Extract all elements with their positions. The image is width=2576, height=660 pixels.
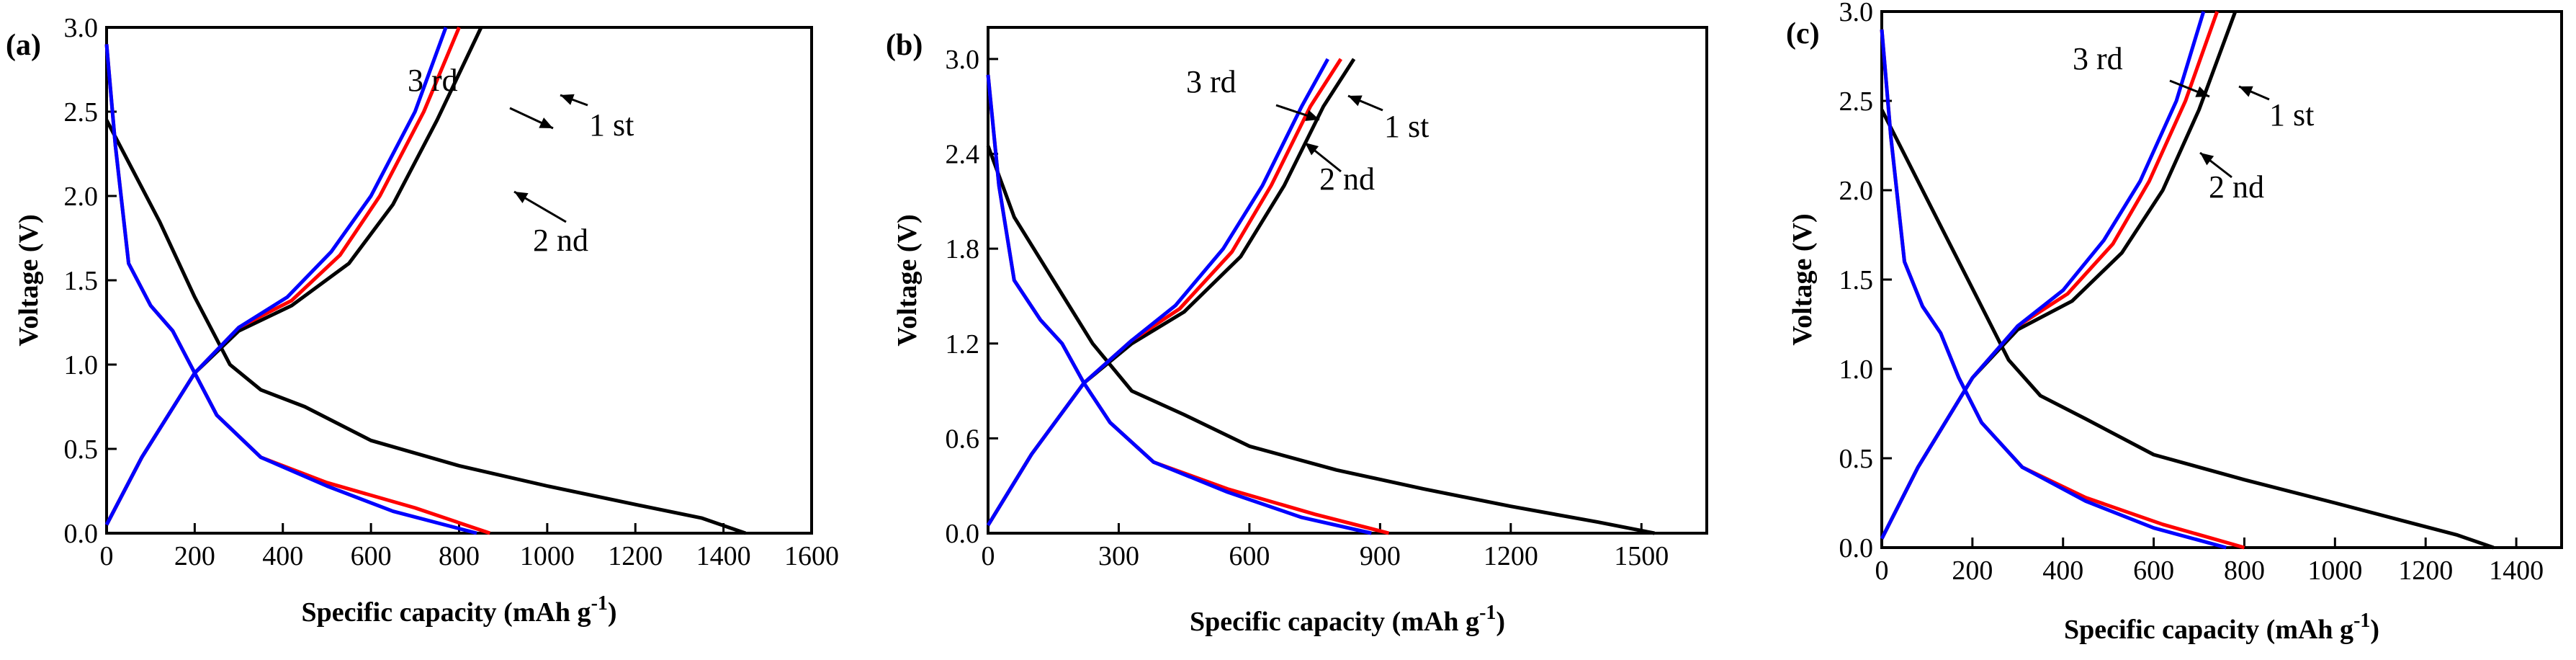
annotation-3rd: 3 rd bbox=[1186, 64, 1237, 99]
x-tick-label: 200 bbox=[174, 541, 215, 571]
annotation-arrow-2nd-head bbox=[2200, 153, 2214, 166]
x-tick-label: 800 bbox=[439, 541, 480, 571]
y-tick-label: 0.0 bbox=[946, 519, 980, 549]
annotation-3rd: 3 rd bbox=[408, 63, 458, 98]
y-tick-label: 0.6 bbox=[946, 424, 980, 454]
y-tick-label: 1.2 bbox=[946, 329, 980, 360]
y-tick-label: 3.0 bbox=[64, 13, 99, 43]
y-tick-label: 2.5 bbox=[1839, 86, 1874, 117]
y-tick-label: 1.5 bbox=[1839, 265, 1874, 295]
y-tick-label: 0.5 bbox=[1839, 444, 1874, 474]
annotation-arrow-2nd-head bbox=[1305, 143, 1319, 156]
x-tick-label: 800 bbox=[2224, 556, 2265, 586]
x-tick-label: 1200 bbox=[1484, 541, 1538, 571]
y-tick-label: 3.0 bbox=[946, 45, 980, 75]
y-tick-label: 2.4 bbox=[946, 140, 980, 170]
y-tick-label: 1.5 bbox=[64, 266, 99, 296]
annotation-2nd: 2 nd bbox=[2209, 169, 2264, 205]
annotation-2nd: 2 nd bbox=[1319, 161, 1375, 197]
x-tick-label: 0 bbox=[982, 541, 995, 571]
x-axis-label: Specific capacity (mAh g-1) bbox=[2064, 610, 2379, 645]
annotation-arrow-3rd-head bbox=[2195, 86, 2209, 97]
x-tick-label: 600 bbox=[351, 541, 392, 571]
x-tick-label: 1600 bbox=[784, 541, 839, 571]
x-tick-label: 200 bbox=[1952, 556, 1993, 586]
y-tick-label: 2.5 bbox=[64, 97, 99, 128]
y-axis-label: Voltage (V) bbox=[892, 214, 923, 346]
series-line bbox=[104, 119, 747, 535]
y-tick-label: 0.0 bbox=[64, 519, 99, 549]
annotation-arrow-2nd-head bbox=[514, 192, 529, 203]
annotation-1st: 1 st bbox=[2269, 97, 2314, 133]
x-tick-label: 1200 bbox=[2398, 556, 2453, 586]
annotation-arrow-3rd-head bbox=[1305, 110, 1319, 121]
plot-frame bbox=[987, 26, 1708, 535]
series-line bbox=[1880, 109, 2495, 550]
y-axis-label: Voltage (V) bbox=[14, 214, 44, 346]
series-line bbox=[1880, 29, 2227, 550]
x-tick-label: 0 bbox=[1875, 556, 1889, 586]
y-tick-label: 3.0 bbox=[1839, 0, 1874, 27]
y-tick-label: 0.5 bbox=[64, 434, 99, 465]
y-axis-label: Voltage (V) bbox=[1787, 213, 1818, 345]
panel-label: (a) bbox=[6, 29, 41, 62]
series-line bbox=[1880, 11, 2238, 540]
y-tick-label: 0.0 bbox=[1839, 533, 1874, 563]
series-line bbox=[104, 26, 483, 526]
x-tick-label: 400 bbox=[2042, 556, 2083, 586]
chart-panel-2: 0 300 600 900 1200 1500 0.0 0.6 1.2 1.8 2.4 3.0 Spec… bbox=[886, 26, 1708, 637]
y-tick-label: 1.0 bbox=[64, 350, 99, 380]
annotation-1st: 1 st bbox=[589, 107, 634, 143]
annotation-arrow-1st-head bbox=[560, 94, 575, 105]
series-line bbox=[986, 58, 1329, 527]
x-axis-label: Specific capacity (mAh g-1) bbox=[301, 592, 616, 628]
panel-label: (c) bbox=[1786, 17, 1820, 50]
x-tick-label: 1500 bbox=[1614, 541, 1669, 571]
series-line bbox=[1880, 11, 2206, 540]
y-tick-label: 2.0 bbox=[64, 182, 99, 212]
series-line bbox=[986, 74, 1390, 535]
annotation-arrow-1st-head bbox=[1348, 95, 1363, 107]
panel-label: (b) bbox=[886, 29, 923, 62]
x-tick-label: 900 bbox=[1360, 541, 1401, 571]
y-tick-label: 2.0 bbox=[1839, 176, 1874, 206]
y-tick-label: 1.8 bbox=[946, 234, 980, 264]
series-line bbox=[986, 145, 1655, 535]
x-tick-label: 0 bbox=[100, 541, 114, 571]
x-tick-label: 600 bbox=[1229, 541, 1270, 571]
chart-panel-1: 0 200 400 600 800 1000 1200 1400 1600 0.0 0.5 1.0 1.… bbox=[6, 13, 839, 628]
x-tick-label: 1000 bbox=[520, 541, 575, 571]
x-axis-label: Specific capacity (mAh g-1) bbox=[1190, 602, 1505, 637]
y-tick-label: 1.0 bbox=[1839, 354, 1874, 385]
x-tick-label: 400 bbox=[262, 541, 303, 571]
plot-frame bbox=[105, 26, 813, 535]
annotation-2nd: 2 nd bbox=[533, 223, 588, 258]
annotation-1st: 1 st bbox=[1384, 109, 1429, 144]
x-tick-label: 1000 bbox=[2307, 556, 2362, 586]
x-tick-label: 1400 bbox=[696, 541, 751, 571]
series-line bbox=[104, 27, 448, 526]
x-tick-label: 600 bbox=[2133, 556, 2174, 586]
annotation-3rd: 3 rd bbox=[2073, 41, 2123, 76]
annotation-arrow-1st-head bbox=[2239, 86, 2253, 97]
annotation-arrow-3rd-head bbox=[539, 117, 553, 128]
plot-frame bbox=[1880, 10, 2563, 549]
chart-panel-3: 0 200 400 600 800 1000 1200 1400 0.0 0.5 1.0 1.5 2.0… bbox=[1786, 0, 2563, 645]
x-tick-label: 1200 bbox=[608, 541, 663, 571]
x-tick-label: 300 bbox=[1098, 541, 1139, 571]
x-tick-label: 1400 bbox=[2489, 556, 2544, 586]
